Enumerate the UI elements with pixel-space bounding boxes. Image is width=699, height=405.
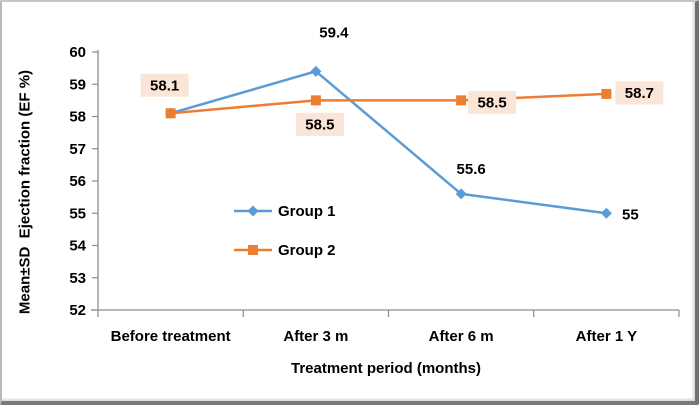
- data-label-background: [468, 90, 517, 114]
- data-label: 58.7: [625, 85, 654, 102]
- data-label: 58.5: [305, 116, 334, 133]
- y-tick-label: 60: [69, 44, 86, 61]
- legend-label-group2: Group 2: [278, 241, 336, 259]
- legend-label-group1: Group 1: [278, 202, 336, 220]
- y-axis-title: Mean±SD Ejection fraction (EF %): [16, 69, 34, 315]
- y-tick-label: 52: [69, 302, 86, 319]
- y-tick-label: 59: [69, 76, 86, 93]
- y-tick-label: 53: [69, 270, 86, 287]
- x-category-label: After 6 m: [429, 328, 494, 345]
- data-point-marker: [600, 207, 612, 219]
- y-tick-label: 55: [69, 205, 86, 222]
- data-point-marker: [601, 88, 612, 99]
- data-point-marker: [310, 95, 321, 106]
- data-label-background: [615, 81, 664, 105]
- group1-line-diamond-icon: [234, 205, 272, 217]
- y-tick-label: 54: [69, 238, 86, 255]
- data-label-background: [295, 112, 344, 136]
- data-point-marker: [456, 95, 467, 106]
- data-label: 55.6: [457, 161, 486, 178]
- x-category-label: After 3 m: [283, 328, 348, 345]
- data-point-marker: [310, 65, 322, 77]
- legend: Group 1 Group 2: [233, 199, 336, 262]
- data-point-marker: [455, 188, 467, 200]
- legend-entry-group1: Group 1: [233, 199, 336, 223]
- y-tick-label: 56: [69, 173, 86, 190]
- x-category-label: Before treatment: [111, 328, 231, 345]
- data-label: 58.1: [150, 77, 179, 94]
- series-line-group1: [170, 70, 607, 215]
- x-category-label: After 1 Y: [576, 328, 637, 345]
- series-line-group2: [170, 92, 607, 115]
- legend-entry-group2: Group 2: [233, 238, 336, 262]
- y-tick-label: 57: [69, 141, 86, 158]
- data-label: 59.4: [319, 24, 349, 41]
- group2-line-square-icon: [234, 245, 272, 255]
- y-tick-label: 58: [69, 109, 86, 126]
- data-point-marker: [165, 108, 176, 119]
- x-axis-title: Treatment period (months): [290, 360, 481, 377]
- data-label: 58.5: [478, 94, 507, 111]
- data-label-background: [140, 73, 189, 97]
- data-label: 55: [622, 206, 639, 223]
